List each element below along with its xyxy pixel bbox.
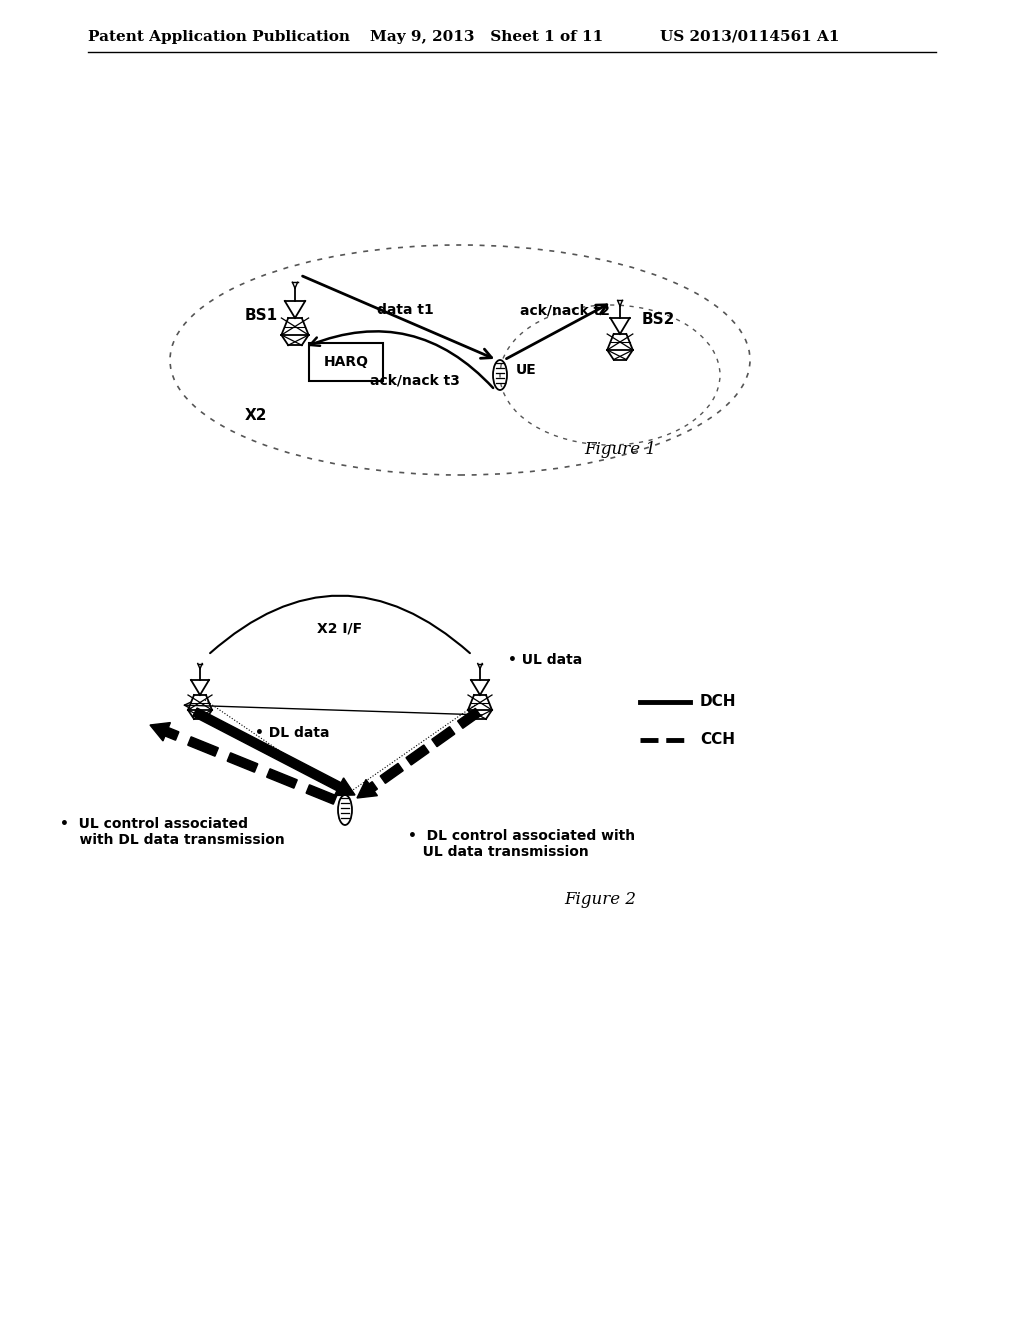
Text: CCH: CCH — [700, 733, 735, 747]
Text: Figure 2: Figure 2 — [564, 891, 636, 908]
Text: ack/nack t3: ack/nack t3 — [370, 374, 460, 387]
Text: UE: UE — [516, 363, 537, 378]
Text: •  UL control associated
    with DL data transmission: • UL control associated with DL data tra… — [60, 817, 285, 847]
Polygon shape — [406, 744, 429, 766]
Text: Patent Application Publication: Patent Application Publication — [88, 30, 350, 44]
Text: • DL data: • DL data — [255, 726, 330, 741]
FancyArrowPatch shape — [310, 331, 494, 388]
Polygon shape — [458, 709, 480, 729]
Polygon shape — [432, 727, 455, 747]
FancyBboxPatch shape — [309, 343, 383, 381]
Text: ack/nack t2: ack/nack t2 — [520, 304, 610, 317]
Text: data t1: data t1 — [377, 304, 433, 317]
Text: • UL data: • UL data — [508, 653, 583, 667]
Text: May 9, 2013   Sheet 1 of 11: May 9, 2013 Sheet 1 of 11 — [370, 30, 603, 44]
FancyArrowPatch shape — [210, 595, 470, 653]
Text: X2 I/F: X2 I/F — [317, 620, 362, 635]
Polygon shape — [266, 768, 297, 788]
Polygon shape — [380, 763, 403, 783]
Polygon shape — [150, 722, 179, 741]
Text: BS2: BS2 — [642, 313, 676, 327]
Text: DCH: DCH — [700, 694, 736, 710]
Polygon shape — [306, 785, 337, 804]
Text: •  DL control associated with
   UL data transmission: • DL control associated with UL data tra… — [408, 829, 635, 859]
Text: BS1: BS1 — [245, 308, 279, 322]
Text: Figure 1: Figure 1 — [584, 441, 656, 458]
Polygon shape — [227, 752, 258, 772]
Text: HARQ: HARQ — [324, 355, 369, 370]
Polygon shape — [357, 780, 378, 799]
Text: X2: X2 — [245, 408, 267, 422]
Polygon shape — [193, 708, 355, 796]
Polygon shape — [187, 737, 218, 756]
Text: US 2013/0114561 A1: US 2013/0114561 A1 — [660, 30, 840, 44]
